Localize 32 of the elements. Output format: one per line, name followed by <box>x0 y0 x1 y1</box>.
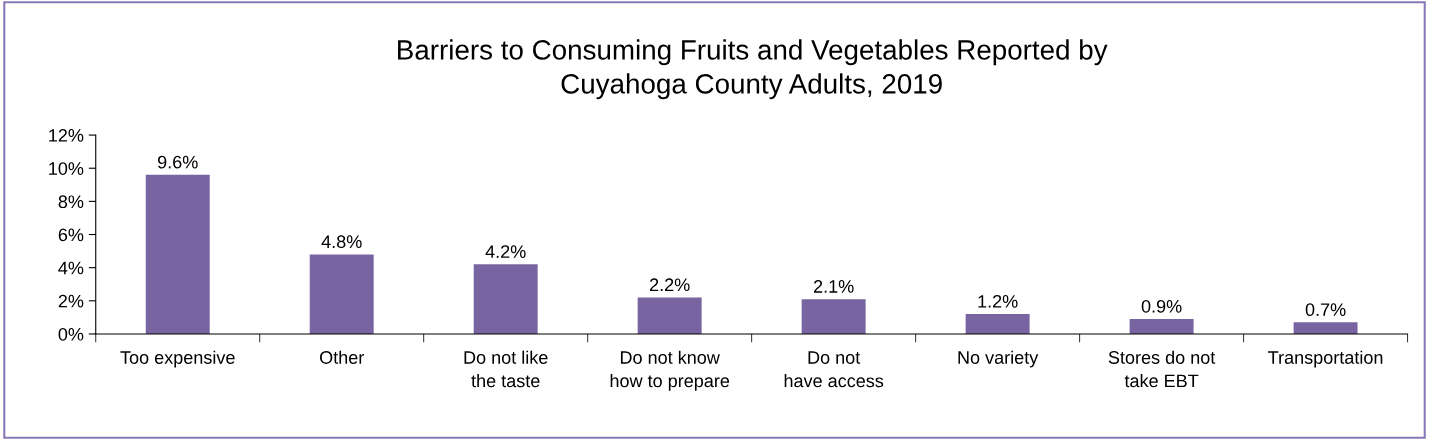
x-tick-label: Do not like the taste <box>464 350 548 388</box>
data-label: 9.6% <box>158 155 198 169</box>
x-tick-label: Do not have access <box>784 351 884 388</box>
x-tick-label: Too expensive <box>120 350 235 368</box>
y-tick-label: 10% <box>49 162 84 175</box>
x-tick-label: Transportation <box>1268 350 1383 368</box>
bar <box>801 299 866 334</box>
data-label: 1.2% <box>978 294 1018 308</box>
y-tick-label: 6% <box>58 228 84 242</box>
bar <box>309 254 374 334</box>
x-tick-label: No variety <box>958 350 1039 368</box>
data-label: 2.1% <box>813 280 854 293</box>
bar <box>145 174 210 334</box>
x-tick-label: Stores do not take EBT <box>1108 350 1216 388</box>
bar <box>1293 322 1358 334</box>
y-tick-label: 4% <box>58 261 84 275</box>
data-label: 0.9% <box>1141 299 1182 313</box>
data-label: 0.7% <box>1305 303 1346 317</box>
bar <box>473 264 538 334</box>
data-label: 2.2% <box>650 278 690 292</box>
y-tick-label: 8% <box>58 195 84 209</box>
data-label: 4.2% <box>485 245 526 258</box>
bar <box>637 297 702 334</box>
chart-title: Barriers to Consuming Fruits and Vegetables Reported by Cuyahoga County Adults, 2019 <box>398 39 1108 100</box>
bar <box>1129 319 1194 334</box>
y-tick-label: 0% <box>58 327 84 341</box>
x-tick-label: Do not know how to prepare <box>610 350 730 391</box>
data-label: 4.8% <box>321 235 362 249</box>
x-tick-label: Other <box>319 350 364 364</box>
bar <box>965 314 1030 334</box>
y-tick-label: 2% <box>58 294 84 308</box>
y-tick-label: 12% <box>49 129 84 142</box>
